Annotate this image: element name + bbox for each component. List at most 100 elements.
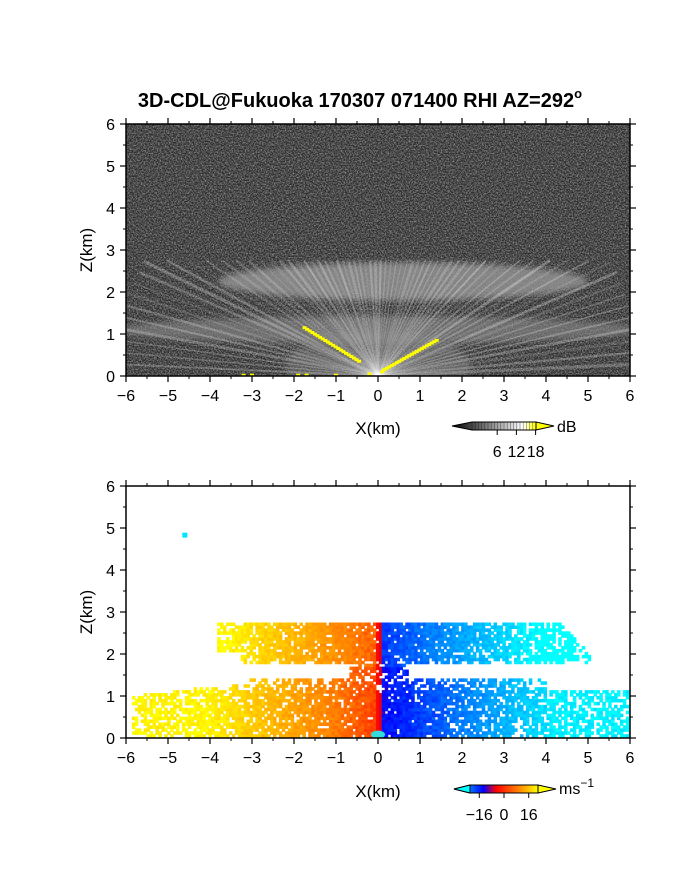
- velocity-cell: [584, 693, 589, 697]
- velocity-cell: [187, 725, 192, 729]
- reflectivity-ytick-label: 6: [106, 117, 115, 134]
- velocity-cell: [475, 725, 480, 729]
- velocity-cell: [370, 728, 374, 732]
- velocity-cell: [367, 696, 371, 700]
- velocity-cell: [267, 631, 271, 635]
- velocity-cell: [217, 631, 221, 635]
- velocity-colorbar-start: [453, 784, 471, 794]
- velocity-cell: [434, 701, 439, 706]
- velocity-cell: [284, 660, 289, 665]
- velocity-cell: [352, 643, 356, 647]
- velocity-cell: [305, 631, 309, 635]
- velocity-cell: [325, 728, 330, 732]
- velocity-cell: [581, 719, 586, 724]
- velocity-cell: [543, 704, 548, 709]
- velocity-cell: [231, 716, 236, 721]
- velocity-cell: [420, 654, 424, 659]
- velocity-cell: [217, 643, 221, 647]
- velocity-cell: [331, 681, 336, 685]
- velocity-cell: [467, 690, 471, 694]
- velocity-cell: [317, 716, 321, 721]
- velocity-cell: [311, 648, 315, 653]
- velocity-cell: [481, 654, 486, 659]
- velocity-cell: [243, 707, 248, 712]
- velocity-cell: [422, 713, 427, 718]
- velocity-cell: [422, 657, 427, 662]
- velocity-cell: [320, 687, 324, 691]
- velocity-cell: [164, 710, 168, 715]
- velocity-cell: [508, 704, 512, 709]
- velocity-cell: [399, 654, 403, 659]
- velocity-cell: [564, 725, 568, 729]
- velocity-cell: [199, 734, 204, 738]
- velocity-cell: [434, 643, 439, 647]
- velocity-cell: [487, 622, 492, 627]
- velocity-cell: [590, 690, 595, 694]
- velocity-cell: [264, 657, 268, 662]
- velocity-cell: [425, 657, 430, 662]
- velocity-cell: [320, 640, 324, 644]
- velocity-cell: [384, 728, 389, 732]
- velocity-cell: [314, 716, 318, 721]
- velocity-cell: [378, 713, 383, 718]
- velocity-cell: [137, 707, 142, 712]
- velocity-cell: [417, 651, 421, 656]
- velocity-cell: [540, 640, 545, 644]
- velocity-cell: [522, 698, 527, 703]
- velocity-cell: [378, 698, 383, 703]
- velocity-cell: [552, 631, 556, 635]
- reflectivity-ray: [377, 282, 622, 376]
- velocity-cell: [505, 648, 509, 653]
- velocity-cell: [296, 728, 301, 732]
- velocity-cell: [514, 634, 518, 638]
- velocity-cell: [322, 651, 327, 656]
- velocity-cell: [461, 698, 465, 703]
- velocity-cell: [543, 734, 548, 738]
- velocity-cell: [511, 625, 515, 629]
- velocity-cell: [525, 696, 530, 700]
- velocity-cell: [231, 725, 236, 729]
- velocity-cell: [587, 722, 592, 726]
- velocity-cell: [584, 719, 589, 724]
- velocity-ytick-label: 1: [106, 689, 115, 706]
- velocity-cell: [490, 693, 495, 697]
- velocity-cell: [525, 698, 530, 703]
- velocity-cell: [302, 701, 306, 706]
- velocity-cell: [522, 719, 527, 724]
- velocity-cell: [393, 678, 398, 682]
- velocity-cell: [240, 640, 245, 644]
- velocity-cell: [446, 648, 450, 653]
- velocity-cell: [367, 707, 371, 712]
- velocity-cell: [569, 713, 574, 718]
- velocity-cell: [387, 728, 392, 732]
- velocity-cell: [320, 722, 324, 726]
- velocity-cell: [384, 666, 389, 671]
- velocity-cell: [469, 631, 474, 635]
- velocity-cell: [440, 687, 445, 691]
- velocity-cell: [428, 710, 433, 715]
- velocity-cell: [472, 719, 477, 724]
- velocity-cell: [325, 696, 330, 700]
- velocity-cell: [428, 681, 433, 685]
- velocity-cell: [467, 654, 471, 659]
- velocity-cell: [537, 646, 542, 650]
- velocity-cell: [428, 622, 433, 627]
- velocity-cell: [599, 728, 603, 732]
- velocity-cell: [414, 637, 418, 641]
- velocity-cell: [561, 731, 565, 735]
- velocity-cell: [349, 622, 353, 627]
- velocity-cell: [390, 707, 395, 712]
- velocity-cell: [443, 631, 448, 635]
- velocity-cell: [173, 716, 177, 721]
- velocity-cell: [275, 690, 280, 694]
- velocity-cell: [349, 660, 353, 665]
- velocity-cell: [575, 643, 580, 647]
- velocity-cell: [452, 631, 456, 635]
- velocity-cell: [131, 725, 136, 729]
- velocity-cell: [528, 704, 533, 709]
- velocity-cell: [517, 637, 521, 641]
- velocity-cell: [158, 722, 162, 726]
- velocity-cell: [331, 657, 336, 662]
- velocity-cell: [467, 631, 471, 635]
- velocity-cell: [478, 734, 483, 738]
